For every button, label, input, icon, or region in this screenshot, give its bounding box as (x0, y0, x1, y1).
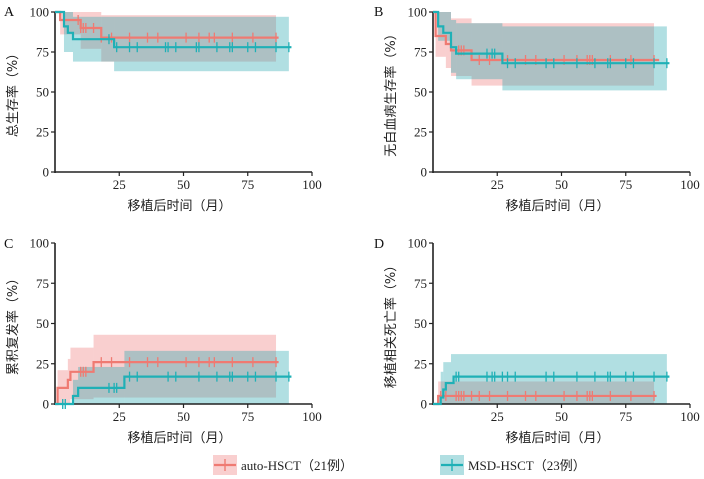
legend-item-auto: auto-HSCT（21例） (213, 455, 353, 475)
x-tick-label: 50 (177, 177, 190, 192)
y-tick-label: 25 (414, 356, 427, 371)
msd-ci-band (502, 26, 667, 91)
y-tick-label: 75 (414, 276, 427, 291)
panel-c: C 0 25 50 75 100 25 50 75 100 移植后时间（月） 累积复发率（%） (4, 236, 322, 447)
y-tick-label: 50 (414, 316, 427, 331)
panel-a: A 0 25 50 75 100 25 50 75 100 移植后时间（月） 总生存率（%） (4, 5, 322, 215)
y-tick-label: 0 (43, 165, 50, 180)
y-tick-label: 75 (36, 45, 49, 60)
y-tick-label: 100 (30, 236, 50, 251)
auto-ci-band (445, 12, 451, 68)
x-tick-label: 50 (555, 177, 568, 192)
y-tick-label: 100 (408, 236, 428, 251)
y-axis-title: 累积复发率（%） (5, 272, 21, 375)
y-tick-label: 50 (36, 85, 49, 100)
y-tick-label: 50 (36, 316, 49, 331)
auto-ci-band (438, 381, 655, 404)
panel-b: B 0 25 50 75 100 25 50 75 100 移植后时间（月） 无白血病生存率（%） (374, 5, 700, 215)
panel-label: A (4, 5, 15, 20)
y-tick-label: 75 (36, 276, 49, 291)
x-axis-title: 移植后时间（月） (505, 431, 609, 446)
x-axis-title: 移植后时间（月） (127, 431, 231, 446)
auto-ci-band (435, 12, 446, 57)
auto-ci-band (70, 347, 94, 400)
x-tick-label: 25 (491, 409, 504, 424)
x-tick-label: 25 (491, 177, 504, 192)
auto-curve (55, 361, 279, 406)
y-tick-label: 0 (421, 397, 428, 412)
y-axis-title: 总生存率（%） (5, 47, 21, 137)
y-tick-label: 50 (414, 85, 427, 100)
auto-curve (433, 10, 660, 62)
x-tick-label: 75 (241, 177, 254, 192)
x-tick-label: 50 (177, 409, 190, 424)
auto-ci-band (67, 358, 71, 404)
panel-label: C (4, 237, 13, 252)
x-tick-label: 50 (555, 409, 568, 424)
y-tick-label: 25 (36, 125, 49, 140)
x-tick-label: 100 (680, 177, 700, 192)
y-axis-title: 无白血病生存率（%） (383, 27, 399, 156)
y-tick-label: 100 (408, 5, 428, 20)
msd-curve (55, 10, 292, 49)
x-tick-label: 100 (302, 177, 322, 192)
msd-curve (433, 375, 670, 406)
y-tick-label: 25 (414, 125, 427, 140)
x-tick-label: 75 (241, 409, 254, 424)
auto-ci-band (60, 12, 81, 35)
msd-ci-band (440, 371, 444, 404)
msd-curve (433, 10, 670, 65)
y-tick-label: 0 (43, 397, 50, 412)
legend-label: MSD-HSCT（23例） (468, 458, 586, 473)
y-tick-label: 0 (421, 165, 428, 180)
x-tick-label: 25 (113, 409, 126, 424)
legend-item-msd: MSD-HSCT（23例） (440, 455, 586, 475)
panel-d: D 0 25 50 75 100 25 50 75 100 移植后时间（月） 移植相关死亡率（%） (374, 236, 700, 447)
panel-label: B (374, 5, 383, 20)
x-axis-title: 移植后时间（月） (505, 199, 609, 214)
x-tick-label: 25 (113, 177, 126, 192)
msd-curve (55, 375, 292, 406)
x-tick-label: 100 (680, 409, 700, 424)
y-tick-label: 100 (30, 5, 50, 20)
x-tick-label: 75 (619, 177, 632, 192)
msd-ci-band (114, 16, 289, 72)
y-axis-title: 移植相关死亡率（%） (383, 259, 399, 388)
y-tick-label: 75 (414, 45, 427, 60)
msd-ci-band (72, 379, 79, 404)
panel-label: D (374, 237, 384, 252)
x-tick-label: 100 (302, 409, 322, 424)
x-axis-title: 移植后时间（月） (127, 199, 231, 214)
x-tick-label: 75 (619, 409, 632, 424)
legend-label: auto-HSCT（21例） (241, 458, 353, 473)
y-tick-label: 25 (36, 356, 49, 371)
